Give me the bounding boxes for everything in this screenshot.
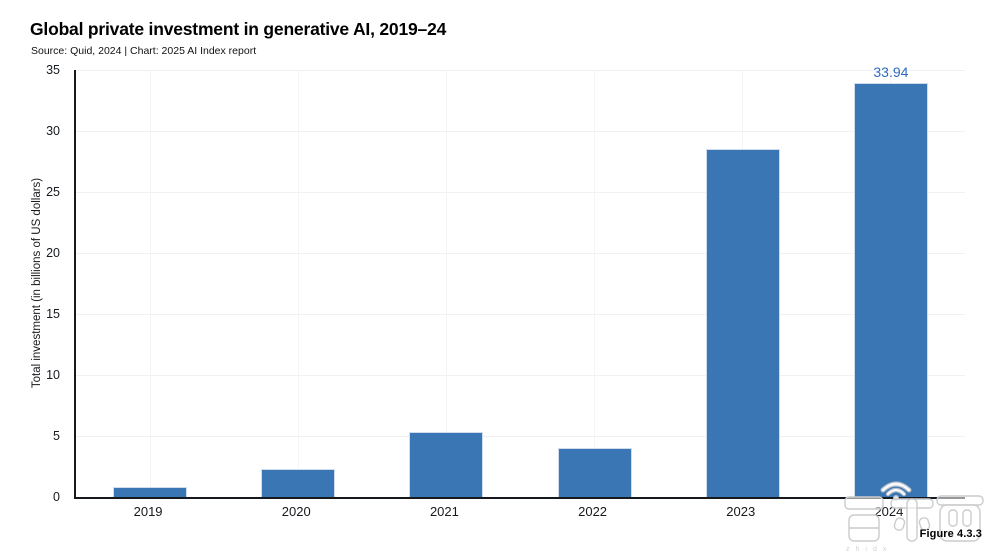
bar-value-label-2024: 33.94 [873,64,909,80]
y-tick-label-35: 35 [46,63,60,77]
gridline-y-20 [76,252,965,254]
y-tick-label-10: 10 [46,368,60,382]
x-tick-label-2021: 2021 [429,504,459,519]
gridline-x-2021 [445,70,447,497]
figure-label: Figure 4.3.3 [919,528,982,540]
bar-2023 [705,149,780,497]
y-tick-label-5: 5 [53,429,60,443]
x-axis-ticks: 2019 2020 2021 2022 2023 2024 [74,497,963,521]
gridline-y-35 [76,69,965,71]
bar-2019 [113,487,188,497]
x-tick-label-2024: 2024 [874,504,904,519]
x-tick-label-2020: 2020 [281,504,311,519]
plot-area: 33.94 [74,64,965,499]
bar-2022 [557,448,632,497]
bar-2020 [261,469,336,497]
y-tick-label-30: 30 [46,124,60,138]
x-tick-label-2022: 2022 [578,504,608,519]
y-tick-label-0: 0 [53,490,60,504]
chart-title: Global private investment in generative … [30,19,447,39]
gridline-y-30 [76,130,965,132]
bar-2021 [409,432,484,497]
x-tick-label-2019: 2019 [133,504,163,519]
gridline-y-10 [76,374,965,376]
chart-subtitle: Source: Quid, 2024 | Chart: 2025 AI Inde… [31,45,257,57]
gridline-y-5 [76,435,965,437]
bar-2024 [853,83,928,497]
y-tick-label-15: 15 [46,307,60,321]
gridline-x-2019 [149,70,151,497]
gridline-y-25 [76,191,965,193]
gridline-x-2022 [594,70,596,497]
y-tick-label-20: 20 [46,246,60,260]
x-tick-label-2023: 2023 [726,504,756,519]
watermark-latin: zhidx [846,546,892,553]
y-tick-label-25: 25 [46,185,60,199]
gridline-x-2020 [297,70,299,497]
gridline-y-15 [76,313,965,315]
y-axis-ticks: 0 5 10 15 20 25 30 35 [0,63,67,504]
